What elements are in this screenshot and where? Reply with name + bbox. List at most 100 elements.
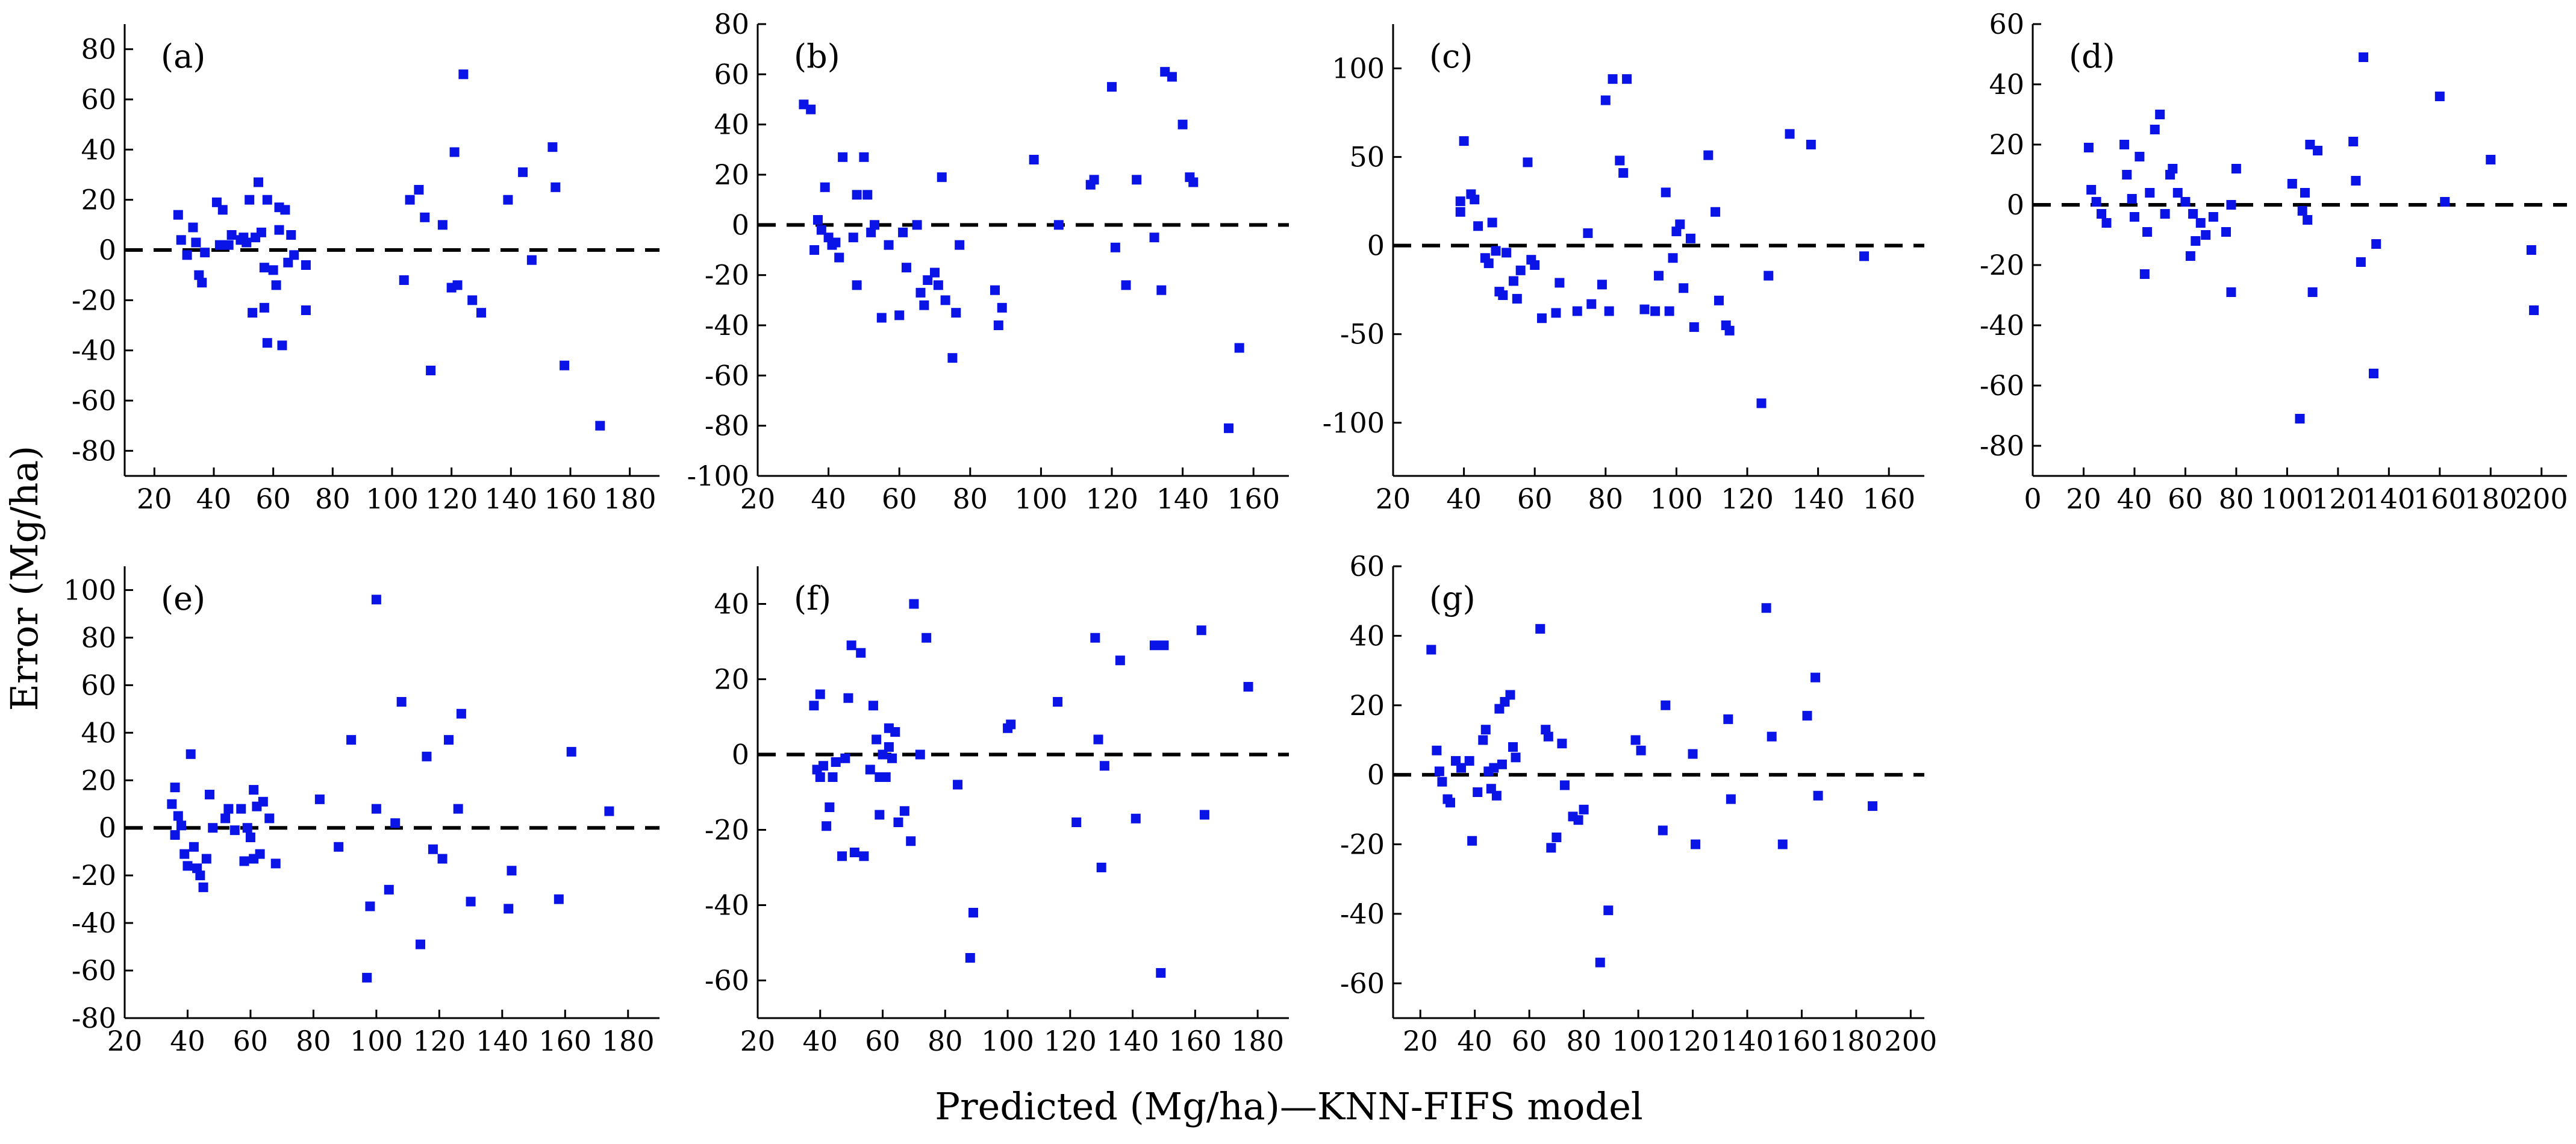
scatter-point <box>1234 343 1244 353</box>
scatter-point <box>806 104 816 114</box>
scatter-point <box>838 152 848 162</box>
scatter-point <box>1508 276 1518 286</box>
scatter-point <box>1802 711 1812 721</box>
scatter-point <box>249 785 259 795</box>
scatter-point <box>1639 304 1650 314</box>
scatter-point <box>2135 152 2145 161</box>
scatter-point <box>452 280 463 290</box>
scatter-point <box>1586 299 1597 309</box>
scatter-point <box>953 780 963 790</box>
scatter-point <box>1498 290 1508 300</box>
y-tick-label: -60 <box>72 384 116 417</box>
x-tick-label: 60 <box>865 1025 900 1057</box>
scatter-point <box>1132 175 1142 185</box>
y-tick-label: -40 <box>705 889 749 922</box>
y-tick-label: -40 <box>1980 309 2024 342</box>
scatter-point <box>1675 219 1685 230</box>
scatter-point <box>1608 74 1618 84</box>
scatter-point <box>1813 790 1823 801</box>
scatter-point <box>1508 742 1518 752</box>
scatter-point <box>815 689 825 699</box>
scatter-point <box>2313 146 2323 155</box>
scatter-point <box>2188 209 2198 219</box>
scatter-point <box>1685 233 1695 243</box>
scatter-point <box>371 804 381 814</box>
y-tick-label: 60 <box>81 83 116 116</box>
scatter-point <box>1650 306 1661 316</box>
scatter-point <box>396 697 407 707</box>
scatter-point <box>595 420 605 431</box>
scatter-point <box>262 338 272 348</box>
scatter-point <box>997 302 1007 313</box>
x-tick-label: 120 <box>413 1025 466 1057</box>
scatter-point <box>818 761 828 771</box>
x-tick-label: 120 <box>1667 1025 1720 1057</box>
scatter-point <box>1053 220 1064 230</box>
x-tick-label: 80 <box>928 1025 963 1057</box>
y-tick-label: -40 <box>72 907 116 939</box>
scatter-point <box>194 270 204 280</box>
x-tick-label: 180 <box>1231 1025 1284 1057</box>
panel-d: -80 -60 -40 -20 0 20 40 60 0 20 40 60 80 100120140160… <box>1980 8 2568 515</box>
scatter-point <box>1511 752 1521 763</box>
scatter-point <box>182 250 192 260</box>
scatter-point <box>258 796 268 807</box>
scatter-point <box>1785 129 1795 139</box>
scatter-point <box>264 813 275 824</box>
y-tick-label: -100 <box>687 460 749 492</box>
scatter-point <box>1455 207 1465 217</box>
scatter-point <box>2348 137 2359 146</box>
scatter-point <box>1199 810 1209 820</box>
scatter-point <box>898 227 908 237</box>
y-tick-label: -60 <box>705 964 749 997</box>
scatter-point <box>428 844 438 854</box>
y-tick-label: 40 <box>81 716 116 749</box>
scatter-point <box>1551 308 1561 318</box>
scatter-point <box>866 227 876 237</box>
panel-c: -100 -50 0 50 100 20 40 60 80 100 120 140 160 (c) <box>1323 24 1924 515</box>
scatter-point <box>248 308 258 318</box>
scatter-point <box>1555 278 1565 288</box>
scatter-point <box>859 152 869 162</box>
scatter-point <box>834 252 844 263</box>
x-tick-label: 20 <box>107 1025 143 1057</box>
scatter-point <box>188 222 198 233</box>
y-tick-label: -20 <box>1980 249 2024 281</box>
x-tick-label: 20 <box>1403 1025 1438 1057</box>
scatter-point <box>1071 817 1082 827</box>
scatter-point <box>862 190 873 200</box>
scatter-point <box>191 237 201 248</box>
x-tick-label: 80 <box>315 483 351 515</box>
scatter-point <box>1711 207 1721 217</box>
scatter-point <box>915 287 926 298</box>
x-tick-label: 140 <box>2362 483 2415 515</box>
scatter-point <box>179 849 190 859</box>
scatter-point <box>453 804 463 814</box>
y-tick-label: 50 <box>1349 141 1385 173</box>
scatter-point <box>1714 295 1724 305</box>
y-tick-label: 40 <box>714 108 749 141</box>
panel-f: -60 -40 -20 0 20 40 20 40 60 80 100 120 140 160 180 (f) <box>705 566 1289 1057</box>
scatter-point <box>2287 179 2297 189</box>
scatter-point <box>456 708 466 719</box>
scatter-point <box>1630 735 1641 745</box>
scatter-point <box>1622 74 1632 84</box>
scatter-point <box>173 811 183 821</box>
scatter-point <box>2129 212 2139 222</box>
scatter-point <box>1224 423 1234 433</box>
scatter-point <box>1654 270 1664 281</box>
scatter-point <box>955 240 965 250</box>
y-tick-label: 80 <box>81 621 116 654</box>
scatter-point <box>2185 251 2195 261</box>
scatter-point <box>1604 306 1614 316</box>
scatter-point <box>2371 239 2381 249</box>
scatter-point <box>884 240 894 250</box>
scatter-point <box>1107 82 1117 92</box>
x-tick-label: 200 <box>2515 483 2568 515</box>
scatter-point <box>262 195 272 205</box>
scatter-point <box>226 230 237 240</box>
scatter-point <box>503 195 513 205</box>
scatter-point <box>2356 257 2366 267</box>
y-tick-label: -80 <box>705 410 749 442</box>
scatter-point <box>816 225 826 235</box>
